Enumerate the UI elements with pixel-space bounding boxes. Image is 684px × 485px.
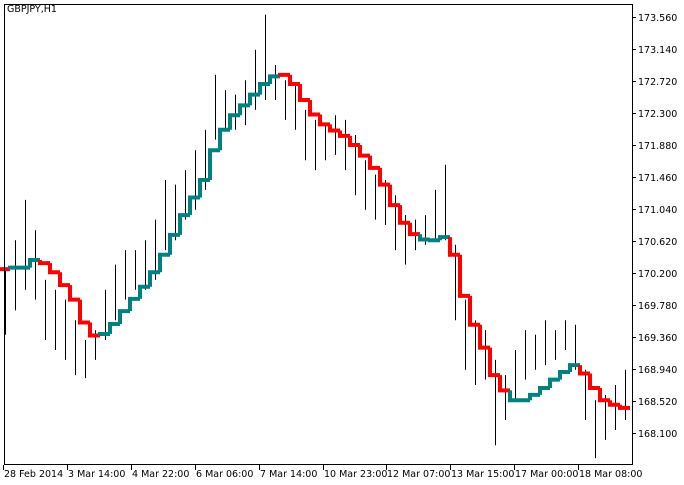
trend-segment-down [308, 100, 320, 117]
trend-segment-up [228, 113, 240, 130]
trend-segment-up [108, 322, 120, 334]
trend-segment-up [238, 103, 250, 116]
y-tick-label: 173.560 [638, 13, 677, 24]
price-bars [5, 14, 626, 459]
trend-segment-up [118, 309, 130, 325]
trend-segment-up [508, 390, 520, 403]
trend-segment-down [498, 375, 510, 393]
trend-segment-down [618, 404, 630, 410]
trend-segment-up [188, 195, 200, 216]
trend-segment-down [78, 299, 90, 325]
trend-segment-down [468, 295, 480, 327]
trend-segment-up [8, 265, 20, 270]
trend-segment-down [338, 130, 350, 138]
trend-segment-down [358, 144, 370, 158]
trend-segment-down [48, 263, 60, 275]
trend-segment-up [168, 232, 180, 255]
trend-segment-up [548, 377, 560, 389]
trend-segment-up [178, 213, 190, 235]
trend-segment-down [288, 74, 300, 87]
trend-segment-up [148, 270, 160, 287]
trend-segment-up [568, 363, 580, 373]
time-axis: 28 Feb 2014 3 Mar 14:00 4 Mar 22:00 6 Mar 0… [3, 465, 642, 480]
x-tick-label: 12 Mar 07:00 [387, 469, 450, 480]
x-tick-label: 3 Mar 14:00 [68, 469, 125, 480]
trend-segment-down [488, 347, 500, 378]
x-tick-label: 10 Mar 23:00 [324, 469, 387, 480]
trend-segment-up [138, 284, 150, 299]
trend-segment-down [318, 114, 330, 127]
y-tick-label: 173.140 [638, 45, 677, 56]
trend-line [0, 72, 630, 410]
y-tick-label: 168.940 [638, 365, 677, 376]
x-tick-label: 6 Mar 06:00 [196, 469, 253, 480]
x-tick-label: 7 Mar 14:00 [260, 469, 317, 480]
x-tick-label: 4 Mar 22:00 [132, 469, 189, 480]
x-tick-label: 17 Mar 00:00 [515, 469, 578, 480]
trend-segment-down [478, 324, 490, 350]
trend-segment-up [428, 238, 440, 243]
trend-segment-up [218, 127, 230, 151]
trend-segment-down [368, 155, 380, 170]
y-tick-label: 169.780 [638, 301, 677, 312]
trend-segment-up [208, 148, 220, 181]
x-tick-label: 13 Mar 15:00 [451, 469, 514, 480]
y-tick-label: 172.300 [638, 109, 677, 120]
trend-segment-up [538, 386, 550, 395]
trend-segment-up [528, 392, 540, 401]
trend-segment-down [458, 254, 470, 298]
trend-segment-down [88, 322, 100, 338]
trend-segment-down [588, 373, 600, 391]
trend-segment-down [578, 365, 590, 376]
x-tick-label: 28 Feb 2014 [4, 469, 63, 480]
trend-segment-up [258, 82, 270, 95]
trend-segment-up [248, 92, 260, 106]
trend-segment-up [198, 178, 210, 198]
chart-title: GBPJPY,H1 [7, 4, 57, 15]
trend-segment-down [68, 285, 80, 302]
price-axis: 173.560 173.140 172.720 172.300 171.880 171.4… [632, 13, 677, 440]
trend-segment-down [298, 84, 310, 103]
y-tick-label: 171.460 [638, 173, 677, 184]
trend-segment-down [408, 222, 420, 237]
y-tick-label: 168.100 [638, 429, 677, 440]
trend-segment-up [558, 370, 570, 380]
trend-segment-up [28, 258, 40, 268]
trend-segment-down [388, 184, 400, 208]
y-tick-label: 170.200 [638, 269, 677, 280]
trend-segment-down [278, 72, 290, 77]
y-tick-label: 170.620 [638, 237, 677, 248]
trend-segment-up [128, 296, 140, 312]
trend-segment-up [438, 235, 450, 241]
y-tick-label: 171.040 [638, 205, 677, 216]
trend-segment-up [268, 74, 280, 85]
x-tick-label: 18 Mar 08:00 [579, 469, 642, 480]
y-tick-label: 168.520 [638, 397, 677, 408]
trend-segment-up [98, 331, 110, 336]
trend-segment-down [598, 388, 610, 403]
trend-segment-down [328, 124, 340, 133]
trend-segment-down [38, 260, 50, 266]
plot-frame [4, 4, 633, 465]
y-tick-label: 172.720 [638, 77, 677, 88]
trend-segment-down [608, 400, 620, 407]
trend-segment-down [58, 272, 70, 288]
trend-segment-up [418, 234, 430, 242]
y-tick-label: 169.360 [638, 333, 677, 344]
trend-segment-up [158, 252, 170, 273]
trend-segment-down [378, 167, 390, 187]
trend-segment-down [348, 135, 360, 147]
trend-segment-down [398, 205, 410, 225]
trend-segment-down [448, 237, 460, 257]
y-tick-label: 171.880 [638, 141, 677, 152]
